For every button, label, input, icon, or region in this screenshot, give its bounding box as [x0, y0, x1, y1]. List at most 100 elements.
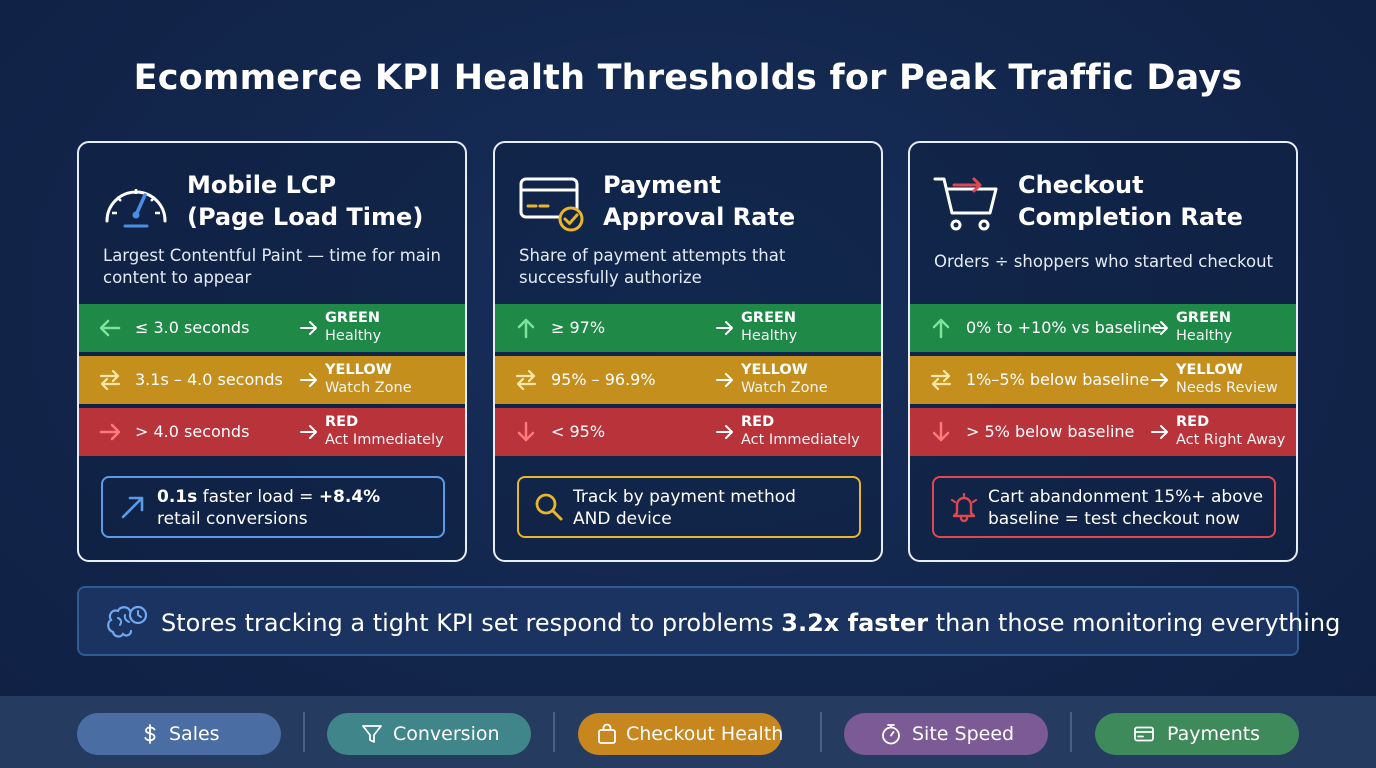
note-text: Track by payment method AND device: [573, 487, 796, 529]
threshold-level: RED: [741, 414, 775, 430]
kpi-description: Largest Contentful Paint — time for main…: [103, 246, 441, 287]
kpi-name: Checkout Completion Rate: [1018, 171, 1243, 231]
insight-text: Stores tracking a tight KPI set respond …: [161, 609, 1341, 637]
nav-label: Checkout Health: [626, 723, 784, 745]
arrow-right-icon: [716, 321, 733, 335]
threshold-level: GREEN: [325, 310, 381, 326]
threshold-row-yellow: 1%–5% below baseline YELLOW Needs Review: [910, 356, 1296, 404]
threshold-action: Act Immediately: [325, 432, 444, 448]
threshold-metric: 3.1s – 4.0 seconds: [135, 370, 283, 389]
arrow-down-icon: [517, 421, 535, 442]
note-text: 0.1s faster load = +8.4% retail conversi…: [157, 487, 381, 529]
threshold-action: Watch Zone: [325, 380, 412, 396]
threshold-row-green: ≥ 97% GREEN Healthy: [495, 304, 881, 352]
shopping-bag-icon: [598, 723, 616, 744]
nav-divider: [303, 712, 305, 752]
nav-divider: [1070, 712, 1072, 752]
arrow-right-icon: [1151, 321, 1168, 335]
kpi-note: 0.1s faster load = +8.4% retail conversi…: [101, 476, 445, 538]
threshold-level: YELLOW: [325, 362, 392, 378]
arrow-right-icon: [1151, 425, 1168, 439]
arrow-right-icon: [300, 321, 317, 335]
threshold-action: Healthy: [1176, 328, 1233, 344]
page-title: Ecommerce KPI Health Thresholds for Peak…: [133, 58, 1243, 98]
threshold-level: RED: [1176, 414, 1210, 430]
kpi-card-mobile-lcp: Mobile LCP (Page Load Time) Largest Cont…: [77, 141, 467, 562]
arrows-exchange-icon: [930, 369, 952, 391]
credit-card-icon: [1134, 726, 1154, 742]
kpi-name: Payment Approval Rate: [603, 171, 796, 231]
arrow-right-icon: [1151, 373, 1168, 387]
nav-button-checkout-health[interactable]: Checkout Health: [578, 713, 784, 755]
kpi-card-checkout-completion: Checkout Completion Rate Orders ÷ shoppe…: [908, 141, 1298, 562]
search-icon: [535, 493, 563, 521]
nav-label: Conversion: [393, 723, 500, 745]
threshold-metric: 1%–5% below baseline: [966, 370, 1150, 389]
threshold-row-green: 0% to +10% vs baseline GREEN Healthy: [910, 304, 1296, 352]
threshold-metric: ≤ 3.0 seconds: [135, 318, 250, 337]
nav-label: Payments: [1167, 723, 1261, 745]
kpi-name: Mobile LCP (Page Load Time): [187, 171, 424, 231]
threshold-metric: < 95%: [551, 422, 606, 441]
nav-divider: [820, 712, 822, 752]
nav-label: Sales: [169, 723, 220, 745]
threshold-row-yellow: 3.1s – 4.0 seconds YELLOW Watch Zone: [79, 356, 465, 404]
threshold-row-red: > 5% below baseline RED Act Right Away: [910, 408, 1296, 456]
bell-alert-icon: [950, 492, 978, 523]
arrow-left-icon: [99, 319, 121, 337]
brain-clock-icon: [107, 605, 148, 638]
threshold-action: Healthy: [741, 328, 798, 344]
nav-button-sales[interactable]: Sales: [77, 713, 281, 755]
kpi-description: Orders ÷ shoppers who started checkout: [934, 252, 1274, 271]
threshold-row-red: < 95% RED Act Immediately: [495, 408, 881, 456]
trend-up-icon: [121, 496, 144, 519]
arrow-right-icon: [716, 373, 733, 387]
threshold-metric: ≥ 97%: [551, 318, 606, 337]
note-text: Cart abandonment 15%+ above baseline = t…: [988, 487, 1264, 529]
threshold-level: GREEN: [1176, 310, 1232, 326]
stopwatch-icon: [882, 724, 900, 745]
threshold-action: Watch Zone: [741, 380, 828, 396]
nav-button-payments[interactable]: Payments: [1095, 713, 1299, 755]
arrow-right-icon: [300, 425, 317, 439]
arrows-exchange-icon: [515, 369, 537, 391]
threshold-row-yellow: 95% – 96.9% YELLOW Watch Zone: [495, 356, 881, 404]
threshold-metric: 95% – 96.9%: [551, 370, 656, 389]
threshold-row-red: > 4.0 seconds RED Act Immediately: [79, 408, 465, 456]
arrow-right-icon: [716, 425, 733, 439]
arrow-down-icon: [932, 421, 950, 442]
nav-button-site-speed[interactable]: Site Speed: [844, 713, 1048, 755]
threshold-level: GREEN: [741, 310, 797, 326]
bottom-nav: Sales Conversion Checkout Health Site Sp…: [0, 696, 1376, 768]
filter-icon: [362, 725, 382, 743]
threshold-level: YELLOW: [741, 362, 808, 378]
nav-divider: [553, 712, 555, 752]
threshold-level: YELLOW: [1176, 362, 1243, 378]
threshold-level: RED: [325, 414, 359, 430]
threshold-action: Needs Review: [1176, 380, 1278, 396]
speedometer-icon: [105, 189, 167, 228]
arrow-up-icon: [932, 318, 950, 339]
arrow-right-icon: [300, 373, 317, 387]
threshold-action: Act Right Away: [1176, 432, 1286, 448]
kpi-description: Share of payment attempts that successfu…: [519, 246, 786, 287]
arrows-exchange-icon: [99, 369, 121, 391]
nav-button-conversion[interactable]: Conversion: [327, 713, 531, 755]
credit-card-check-icon: [519, 177, 584, 232]
arrow-right-icon: [99, 423, 121, 441]
shopping-cart-icon: [933, 177, 998, 231]
insight-banner: Stores tracking a tight KPI set respond …: [77, 586, 1340, 656]
threshold-metric: 0% to +10% vs baseline: [966, 318, 1162, 337]
kpi-card-payment-approval: Payment Approval Rate Share of payment a…: [493, 141, 883, 562]
dollar-icon: [144, 724, 156, 744]
threshold-metric: > 4.0 seconds: [135, 422, 250, 441]
kpi-note: Track by payment method AND device: [517, 476, 861, 538]
arrow-up-icon: [517, 318, 535, 339]
kpi-note: Cart abandonment 15%+ above baseline = t…: [932, 476, 1276, 538]
threshold-row-green: ≤ 3.0 seconds GREEN Healthy: [79, 304, 465, 352]
nav-label: Site Speed: [912, 723, 1015, 745]
threshold-action: Act Immediately: [741, 432, 860, 448]
threshold-metric: > 5% below baseline: [966, 422, 1135, 441]
threshold-action: Healthy: [325, 328, 382, 344]
